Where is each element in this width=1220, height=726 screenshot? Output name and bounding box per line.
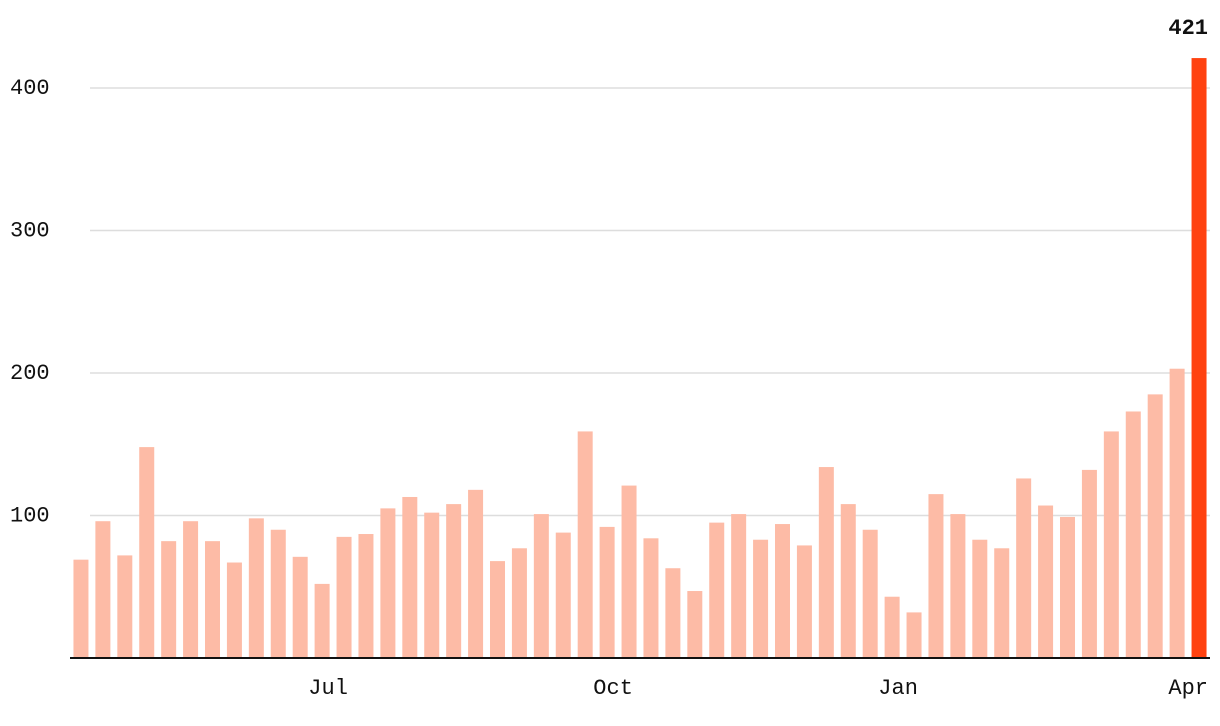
bar (687, 591, 703, 658)
bar (1060, 516, 1075, 658)
bar (1125, 411, 1141, 658)
bar (1016, 478, 1032, 658)
bar (95, 521, 111, 658)
y-tick-label: 400 (10, 76, 50, 101)
bar (709, 522, 725, 658)
bar (117, 555, 133, 658)
bar (818, 467, 834, 658)
bar (490, 561, 505, 658)
x-tick-label: Jul (308, 676, 348, 701)
bar (446, 504, 462, 658)
bar (731, 514, 747, 658)
x-tick-label: Jan (878, 676, 918, 701)
x-tick-label: Oct (593, 676, 633, 701)
bar (73, 559, 89, 658)
bar (599, 526, 615, 658)
bar (292, 556, 308, 658)
bar (402, 496, 418, 658)
bar (358, 534, 374, 658)
y-tick-label: 300 (10, 218, 50, 243)
bar (840, 504, 856, 658)
value-label: 421 (1168, 16, 1208, 41)
bar (336, 536, 352, 658)
bar (468, 489, 484, 658)
bar (226, 562, 242, 658)
bar (161, 541, 177, 658)
bar (314, 583, 330, 658)
bar (1081, 469, 1097, 658)
y-tick-label: 200 (10, 361, 50, 386)
bar (796, 545, 812, 658)
bar (775, 524, 790, 658)
bar (906, 612, 922, 658)
bar (139, 447, 155, 658)
bar (248, 518, 264, 658)
bar (1191, 58, 1207, 658)
bar (665, 568, 681, 658)
y-tick-label: 100 (10, 503, 50, 528)
bar (577, 431, 593, 658)
bar (533, 514, 549, 658)
bar (1038, 505, 1054, 658)
bar (862, 529, 878, 658)
bar (1103, 431, 1119, 658)
bar (380, 508, 396, 658)
bar (972, 539, 988, 658)
bar (884, 596, 900, 658)
bar (555, 532, 571, 658)
bar (424, 512, 440, 658)
bar (994, 548, 1010, 658)
bar (205, 541, 220, 658)
bar (1169, 368, 1185, 658)
bar (950, 514, 966, 658)
x-tick-label: Apr (1168, 676, 1208, 701)
bar (183, 521, 199, 658)
bar (643, 538, 659, 658)
bar (928, 494, 944, 658)
bar (753, 539, 769, 658)
bar (270, 529, 286, 658)
bar (621, 485, 637, 658)
bar (1147, 394, 1163, 658)
bar (511, 548, 527, 658)
